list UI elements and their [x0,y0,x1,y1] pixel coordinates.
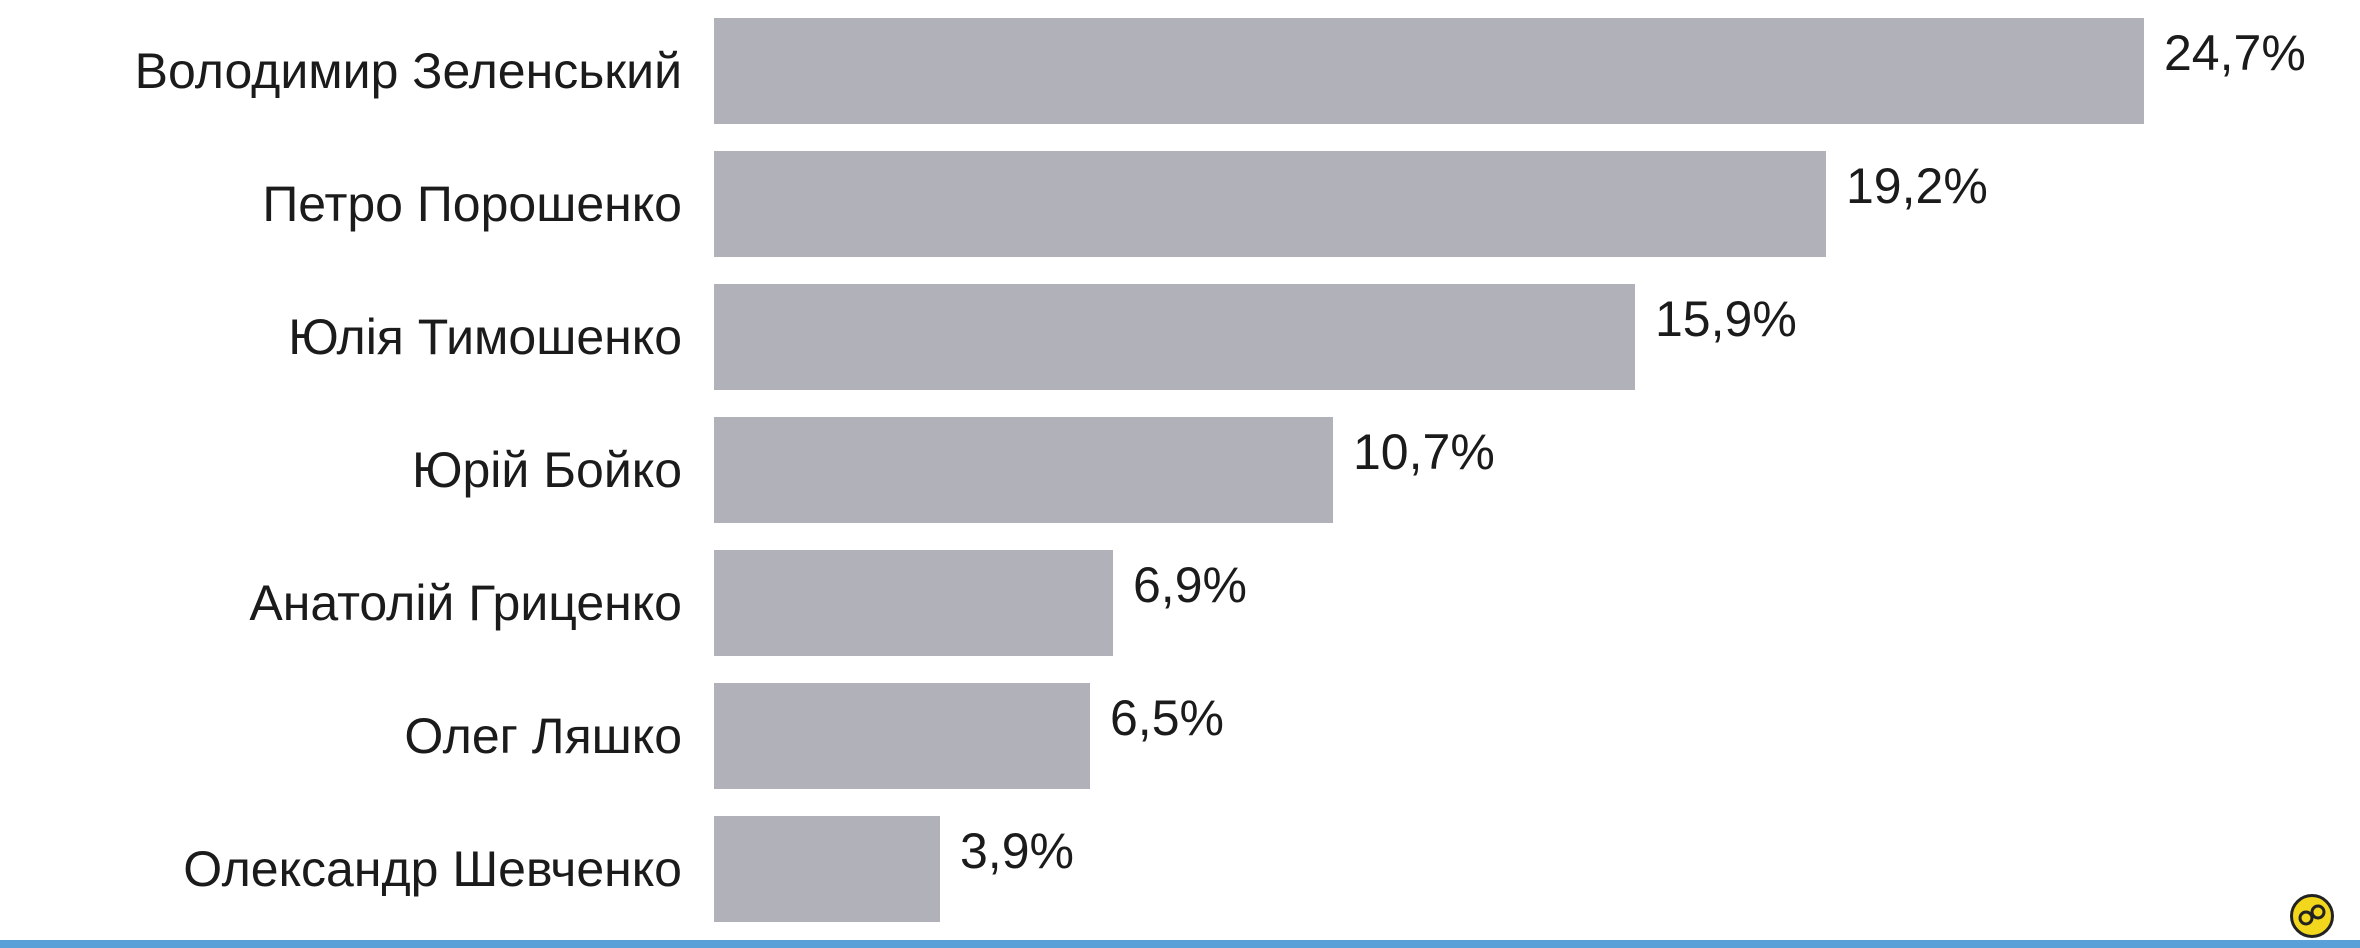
value-label: 24,7% [2164,25,2306,81]
bar [714,18,2144,124]
value-label: 15,9% [1655,291,1797,347]
value-label: 6,9% [1133,557,1247,613]
bar [714,550,1113,656]
category-label: Петро Порошенко [262,176,682,232]
bars-layer [714,18,2144,922]
value-label: 3,9% [960,823,1074,879]
category-label: Юлія Тимошенко [288,309,682,365]
bar [714,151,1826,257]
category-label: Анатолій Гриценко [249,575,682,631]
value-label: 19,2% [1846,158,1988,214]
value-label: 10,7% [1353,424,1495,480]
category-label: Володимир Зеленський [135,43,682,99]
category-labels-layer: Володимир Зеленський Петро Порошенко Юлія … [135,43,682,897]
bar [714,816,940,922]
bar [714,284,1635,390]
bottom-divider [0,940,2360,948]
value-labels-layer: 24,7% 19,2% 15,9% 10,7% 6,9% 6,5% 3,9% [960,25,2306,879]
value-label: 6,5% [1110,690,1224,746]
bar [714,417,1333,523]
bar [714,683,1090,789]
category-label: Юрій Бойко [412,442,682,498]
circular-logo-icon [2290,894,2334,938]
category-label: Олександр Шевченко [183,841,682,897]
category-label: Олег Ляшко [404,708,682,764]
